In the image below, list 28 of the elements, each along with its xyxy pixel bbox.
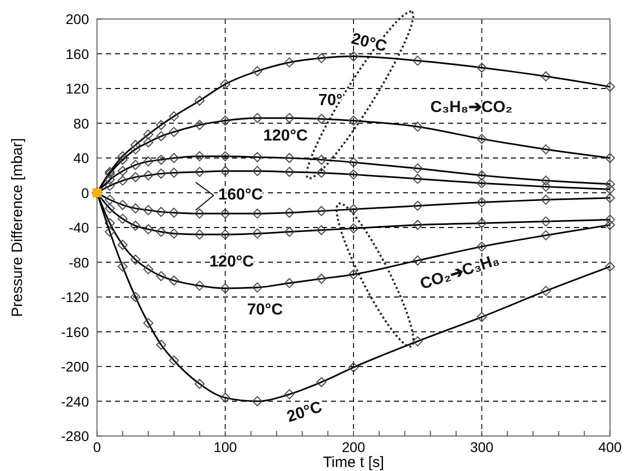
y-tick-label: 80: [73, 115, 90, 132]
y-tick-label: 160: [66, 46, 90, 62]
annotation: 20°C: [350, 30, 389, 56]
y-tick-label: -240: [60, 393, 90, 410]
annotation: C₃H₈➔CO₂: [430, 98, 513, 116]
y-tick-label: -200: [60, 358, 90, 374]
y-tick-label: 120: [66, 80, 90, 96]
x-tick-label: 200: [342, 439, 366, 455]
y-tick-label: 40: [73, 150, 90, 166]
x-tick-label: 100: [214, 439, 238, 455]
y-tick-label: -40: [68, 220, 90, 236]
y-tick-label: 0: [81, 184, 90, 201]
annotation: 70°: [318, 92, 343, 109]
x-tick-label: 400: [598, 439, 622, 455]
y-tick-label: 200: [66, 11, 90, 27]
x-tick-label: 0: [93, 439, 102, 455]
annotation: 120°C: [209, 253, 254, 270]
x-tick-label: 300: [470, 439, 494, 455]
annotation: 20°C: [285, 398, 325, 426]
y-tick-label: -280: [60, 428, 90, 444]
annotation: 70°C: [247, 301, 284, 318]
y-tick-label: -160: [60, 324, 90, 340]
annotation: 160°C: [218, 186, 264, 204]
y-axis-title: Pressure Difference [mbar]: [9, 138, 26, 317]
x-axis-title: Time t [s]: [322, 454, 384, 471]
annotation: 120°C: [263, 128, 308, 145]
y-tick-label: -80: [68, 254, 90, 270]
y-tick-label: -120: [60, 289, 90, 305]
